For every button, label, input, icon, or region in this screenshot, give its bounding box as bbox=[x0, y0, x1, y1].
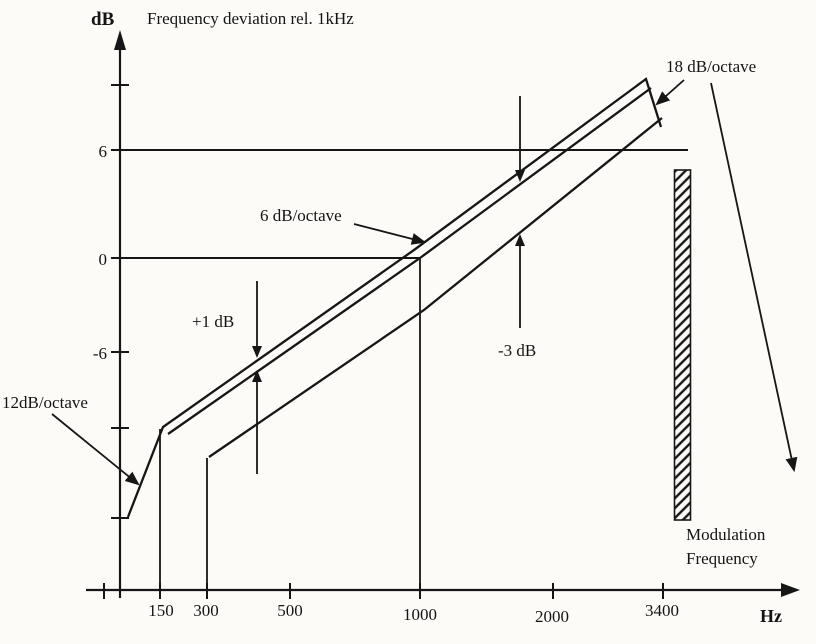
arrow-12db-octave-icon bbox=[51, 413, 140, 486]
nominal-response-line bbox=[167, 87, 652, 435]
x-tick-label-1000: 1000 bbox=[403, 605, 437, 624]
x-axis-ticks bbox=[103, 583, 664, 599]
minus3db-arrow-down-icon bbox=[515, 170, 525, 182]
x-tick-label-3400: 3400 bbox=[645, 601, 679, 620]
annotation-6db-octave: 6 dB/octave bbox=[260, 206, 342, 225]
upper-limit-line bbox=[126, 77, 663, 518]
annotation-minus-3db: -3 dB bbox=[498, 341, 536, 360]
x-tick-label-150: 150 bbox=[148, 601, 174, 620]
annotation-plus-1db: +1 dB bbox=[192, 312, 234, 331]
minus3db-arrow-up-icon bbox=[515, 234, 525, 246]
annotation-12db-octave: 12dB/octave bbox=[2, 393, 88, 412]
modulation-frequency-band-bar bbox=[673, 169, 692, 521]
x-tick-label-300: 300 bbox=[193, 601, 219, 620]
y-axis-arrow-icon bbox=[114, 30, 126, 50]
arrow-18db-octave-short-icon bbox=[655, 79, 685, 106]
x-tick-label-500: 500 bbox=[277, 601, 303, 620]
x-axis-unit-label: Hz bbox=[760, 606, 782, 626]
modulation-frequency-label-line2: Frequency bbox=[686, 549, 758, 568]
y-tick-label-minus6: -6 bbox=[93, 344, 107, 363]
y-tick-label-0: 0 bbox=[99, 250, 108, 269]
lower-limit-line bbox=[208, 117, 663, 458]
plus1db-arrow-down-icon bbox=[252, 346, 262, 358]
x-axis-arrow-icon bbox=[781, 583, 800, 597]
plus1db-arrow-up-icon bbox=[252, 370, 262, 382]
arrow-18db-octave-long-icon bbox=[710, 82, 798, 473]
y-axis-unit-label: dB bbox=[91, 9, 115, 30]
annotation-18db-octave: 18 dB/octave bbox=[666, 57, 756, 76]
y-tick-label-6: 6 bbox=[99, 142, 108, 161]
chart-title: Frequency deviation rel. 1kHz bbox=[147, 9, 354, 28]
arrow-6db-octave-icon bbox=[353, 223, 427, 245]
x-tick-label-2000: 2000 bbox=[535, 607, 569, 626]
modulation-frequency-label-line1: Modulation bbox=[686, 525, 766, 544]
